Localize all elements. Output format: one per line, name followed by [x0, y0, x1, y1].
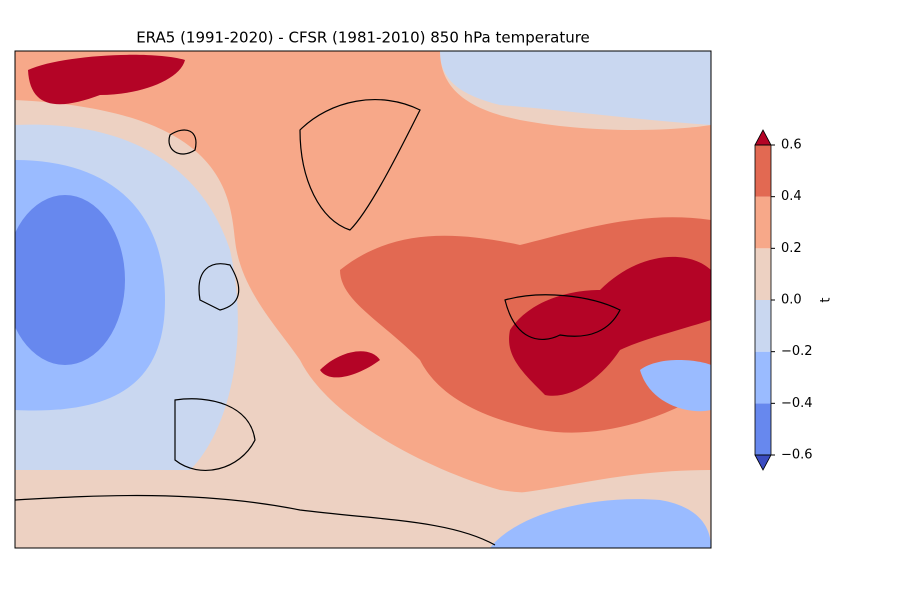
colorbar-tick-label: 0.0 — [781, 293, 802, 308]
colorbar-tick-label: −0.4 — [781, 396, 813, 411]
colorbar-tick-label: 0.4 — [781, 189, 802, 204]
colorbar-tick-label: −0.6 — [781, 448, 813, 463]
map — [15, 51, 711, 548]
colorbar-label: t — [819, 297, 834, 302]
colorbar-extend-over — [754, 129, 772, 146]
map-field — [28, 54, 185, 105]
colorbar-band — [755, 351, 771, 404]
map-field — [640, 360, 711, 412]
map-field — [509, 256, 711, 396]
colorbar-band — [755, 300, 771, 352]
colorbar-band — [755, 145, 771, 197]
colorbar-tick-label: 0.2 — [781, 241, 802, 256]
colorbar-tick-label: −0.2 — [781, 344, 813, 359]
map-field — [440, 51, 711, 125]
colorbar-extend-under — [754, 454, 772, 471]
chart-title: ERA5 (1991-2020) - CFSR (1981-2010) 850 … — [136, 29, 590, 47]
map-field — [490, 499, 711, 548]
colorbar-tick-label: 0.6 — [781, 138, 802, 153]
map-frame — [14, 50, 712, 549]
coastline — [168, 99, 421, 471]
colorbar-band — [755, 196, 771, 249]
map-field — [15, 195, 125, 365]
coastline — [15, 294, 621, 546]
colorbar-band — [755, 248, 771, 300]
colorbar-band — [755, 403, 771, 455]
map-field — [320, 351, 380, 378]
